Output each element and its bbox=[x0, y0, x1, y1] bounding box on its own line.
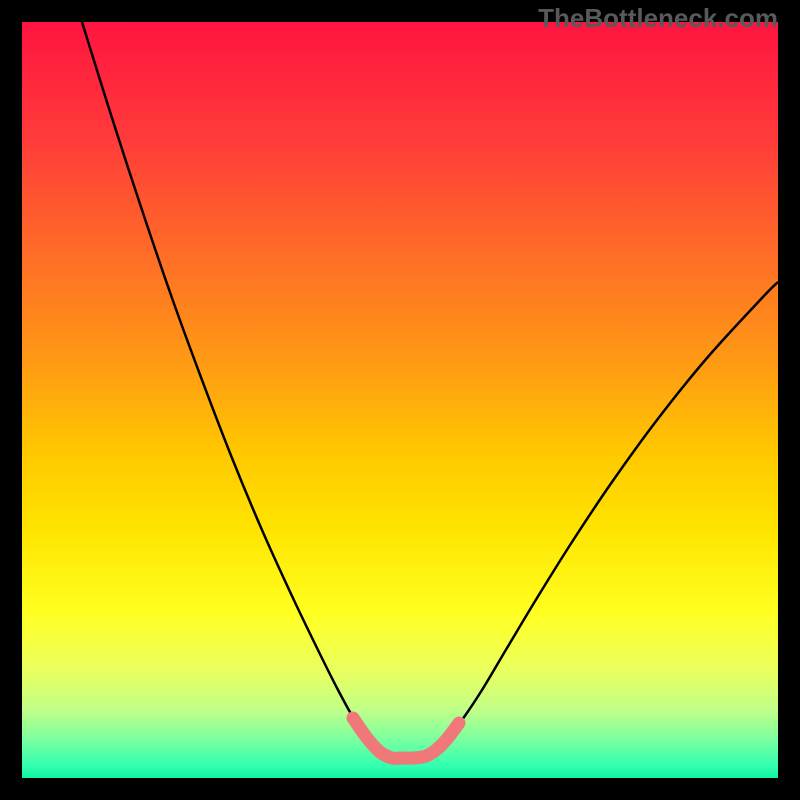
watermark-text: TheBottleneck.com bbox=[538, 3, 778, 34]
gradient-background bbox=[22, 22, 778, 778]
bottleneck-chart bbox=[22, 22, 778, 778]
